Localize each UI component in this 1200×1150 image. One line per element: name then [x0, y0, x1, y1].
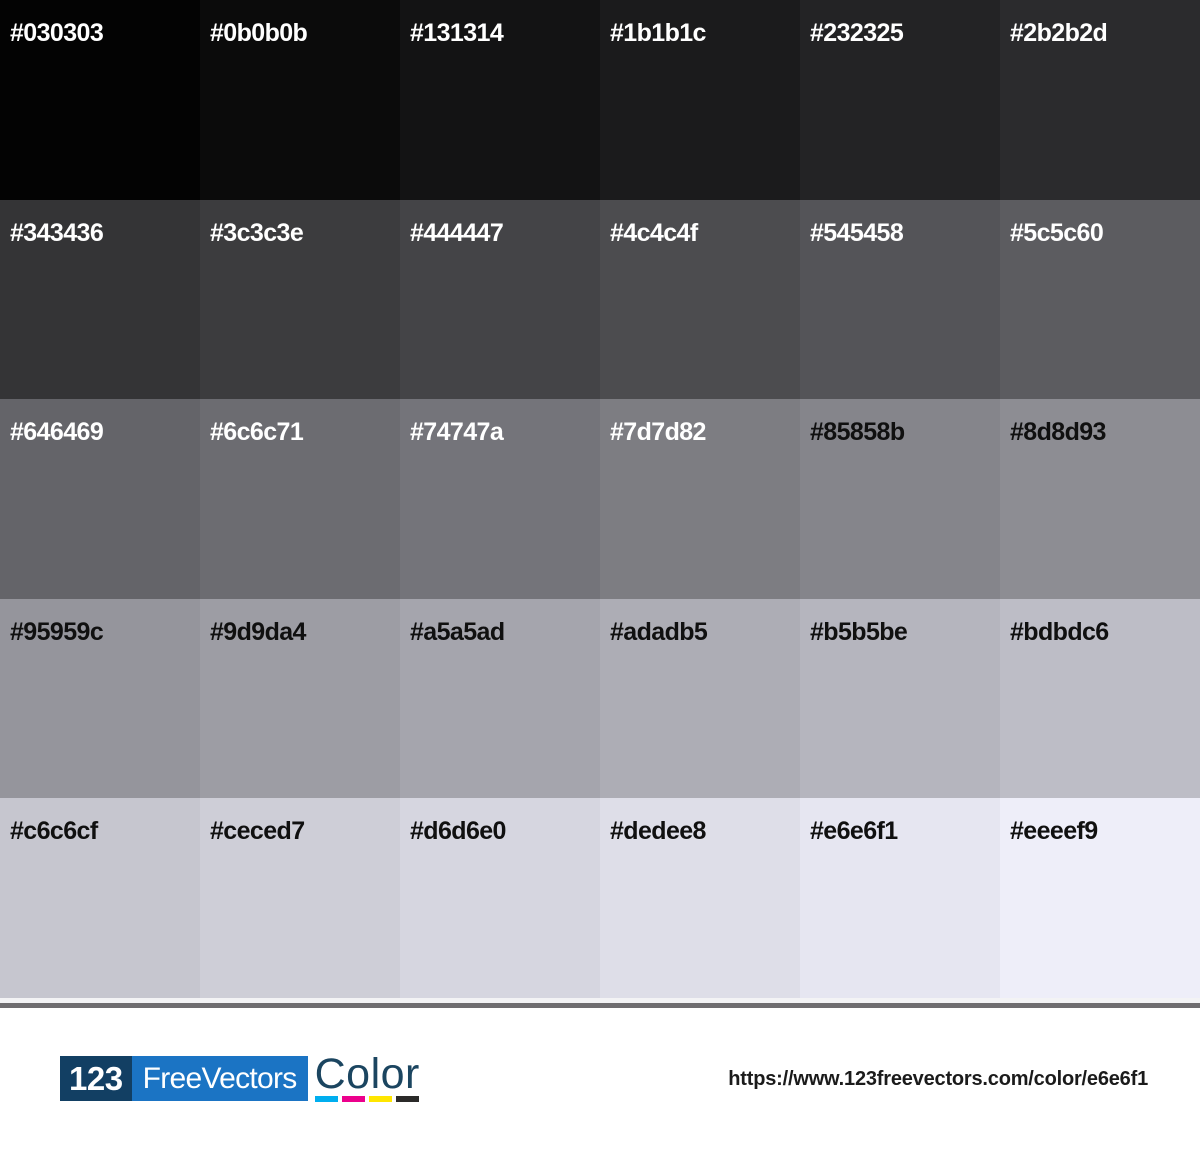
- logo-color-block: Color: [314, 1050, 420, 1102]
- yellow-bar: [368, 1096, 392, 1102]
- swatch-hex-label: #030303: [10, 19, 104, 47]
- color-swatch[interactable]: #d6d6e0: [400, 798, 600, 998]
- swatch-hex-label: #bdbdc6: [1010, 617, 1109, 646]
- color-swatch[interactable]: #3c3c3e: [200, 199, 400, 400]
- color-swatch[interactable]: #bdbdc6: [1000, 598, 1200, 799]
- color-swatch[interactable]: #b5b5be: [800, 598, 1000, 799]
- separator-light: [0, 998, 1200, 1003]
- cyan-bar: [314, 1096, 338, 1102]
- swatch-hex-label: #ceced7: [210, 817, 305, 846]
- freevectors-logo[interactable]: 123 FreeVectors Color: [60, 1050, 420, 1102]
- swatch-hex-label: #95959c: [10, 617, 104, 646]
- swatch-hex-label: #343436: [10, 218, 104, 247]
- black-bar: [395, 1096, 419, 1102]
- swatch-hex-label: #8d8d93: [1010, 418, 1106, 447]
- color-swatch[interactable]: #0b0b0b: [200, 0, 400, 200]
- swatch-hex-label: #545458: [810, 218, 904, 247]
- swatch-hex-label: #dedee8: [610, 817, 706, 846]
- page-url: https://www.123freevectors.com/color/e6e…: [728, 1067, 1148, 1090]
- color-swatch[interactable]: #2b2b2d: [1000, 0, 1200, 200]
- color-swatch[interactable]: #5c5c60: [1000, 199, 1200, 400]
- swatch-hex-label: #131314: [410, 19, 504, 47]
- color-swatch[interactable]: #131314: [400, 0, 600, 200]
- swatch-hex-label: #74747a: [410, 418, 504, 447]
- footer: 123 FreeVectors Color https://www.123fre…: [0, 1008, 1200, 1150]
- color-swatch[interactable]: #9d9da4: [200, 598, 400, 799]
- color-swatch[interactable]: #8d8d93: [1000, 399, 1200, 599]
- swatch-hex-label: #b5b5be: [810, 617, 908, 646]
- magenta-bar: [341, 1096, 365, 1102]
- color-swatch[interactable]: #1b1b1c: [600, 0, 800, 200]
- swatch-hex-label: #7d7d82: [610, 418, 706, 447]
- swatch-hex-label: #4c4c4f: [610, 218, 698, 247]
- swatch-hex-label: #eeeef9: [1010, 817, 1098, 846]
- color-swatch[interactable]: #adadb5: [600, 598, 800, 799]
- swatch-hex-label: #444447: [410, 218, 504, 247]
- swatch-hex-label: #d6d6e0: [410, 817, 506, 846]
- color-swatch[interactable]: #ceced7: [200, 798, 400, 998]
- swatch-hex-label: #e6e6f1: [810, 817, 898, 846]
- swatch-hex-label: #9d9da4: [210, 617, 306, 646]
- swatch-hex-label: #a5a5ad: [410, 617, 505, 646]
- color-swatch[interactable]: #dedee8: [600, 798, 800, 998]
- separator-line: [0, 1003, 1200, 1008]
- color-swatch[interactable]: #eeeef9: [1000, 798, 1200, 998]
- color-swatch[interactable]: #74747a: [400, 399, 600, 599]
- swatch-hex-label: #646469: [10, 418, 104, 447]
- color-swatch[interactable]: #545458: [800, 199, 1000, 400]
- swatch-hex-label: #c6c6cf: [10, 817, 98, 846]
- logo-color-word: Color: [314, 1050, 420, 1098]
- color-swatch[interactable]: #e6e6f1: [800, 798, 1000, 998]
- swatch-hex-label: #2b2b2d: [1010, 19, 1108, 47]
- swatch-hex-label: #5c5c60: [1010, 218, 1104, 247]
- swatch-hex-label: #3c3c3e: [210, 218, 304, 247]
- color-palette-grid: #030303 #0b0b0b #131314 #1b1b1c #232325 …: [0, 0, 1200, 998]
- color-swatch[interactable]: #232325: [800, 0, 1000, 200]
- cmyk-bars: [314, 1096, 420, 1102]
- swatch-hex-label: #232325: [810, 19, 904, 47]
- color-swatch[interactable]: #444447: [400, 199, 600, 400]
- swatch-hex-label: #6c6c71: [210, 418, 304, 447]
- color-swatch[interactable]: #343436: [0, 199, 200, 400]
- color-swatch[interactable]: #85858b: [800, 399, 1000, 599]
- color-swatch[interactable]: #7d7d82: [600, 399, 800, 599]
- swatch-hex-label: #0b0b0b: [210, 19, 308, 47]
- swatch-hex-label: #85858b: [810, 418, 905, 447]
- color-swatch[interactable]: #6c6c71: [200, 399, 400, 599]
- color-swatch[interactable]: #a5a5ad: [400, 598, 600, 799]
- swatch-hex-label: #1b1b1c: [610, 19, 706, 47]
- logo-freevectors-badge: FreeVectors: [131, 1056, 308, 1101]
- color-swatch[interactable]: #4c4c4f: [600, 199, 800, 400]
- color-swatch[interactable]: #c6c6cf: [0, 798, 200, 998]
- logo-123-badge: 123: [60, 1056, 132, 1101]
- color-swatch[interactable]: #030303: [0, 0, 200, 200]
- color-swatch[interactable]: #95959c: [0, 598, 200, 799]
- color-swatch[interactable]: #646469: [0, 399, 200, 599]
- swatch-hex-label: #adadb5: [610, 617, 708, 646]
